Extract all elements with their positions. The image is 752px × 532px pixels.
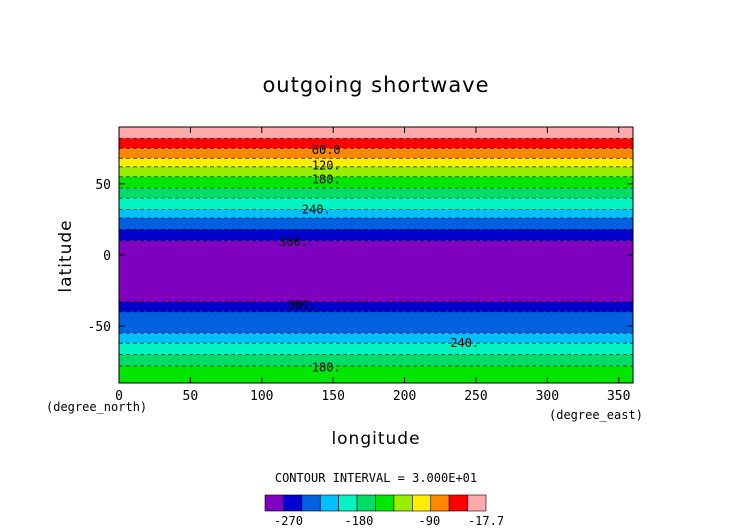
contour-label-4: 300. [279,235,308,249]
contour-label-6: 240. [450,336,479,350]
band-10 [119,229,633,241]
colorbar-swatch-6 [375,494,395,512]
band-6 [119,188,633,199]
y-axis-ticks: -50 0 50 [88,178,633,335]
band-14 [119,333,633,344]
colorbar-label-3: -17.7 [468,514,504,528]
x-tick-label-5: 250 [464,389,487,404]
band-16 [119,354,633,366]
band-11 [119,240,633,302]
colorbar-swatch-10 [448,494,468,512]
band-9 [119,218,633,230]
x-axis-ticks: 0 50 100 150 200 250 300 350 [115,127,630,404]
contour-label-0: 60.0 [312,143,341,157]
y-tick-label-2: 50 [95,178,111,193]
colorbar-swatch-9 [430,494,450,512]
x-axis-label: longitude [331,429,420,449]
colorbar-swatch-7 [393,494,413,512]
contour-label-3: 240. [302,202,331,216]
y-tick-label-0: -50 [88,320,111,335]
x-tick-label-6: 300 [536,389,559,404]
colorbar-swatch-3 [319,494,339,512]
x-unit-label: (degree_east) [549,408,643,422]
colorbar-swatch-1 [283,494,303,512]
contour-lines [119,137,633,367]
colorbar-swatch-0 [264,494,284,512]
chart-title: outgoing shortwave [262,73,489,97]
band-0 [119,127,633,139]
y-tick-label-1: 0 [103,249,111,264]
contour-label-2: 180. [312,173,341,187]
x-tick-label-0: 0 [115,389,123,404]
y-unit-label: (degree_north) [46,400,147,414]
contour-label-5: 300. [287,298,316,312]
band-8 [119,209,633,219]
colorbar-swatch-4 [338,494,358,512]
colorbar-label-0: -270 [274,514,303,528]
x-tick-label-3: 150 [321,389,344,404]
band-13 [119,311,633,334]
band-1 [119,138,633,149]
band-15 [119,343,633,355]
band-5 [119,176,633,189]
contour-label-7: 180. [312,360,341,374]
band-7 [119,198,633,210]
colorbar-swatch-11 [467,494,487,512]
y-axis-label: latitude [56,219,76,292]
x-tick-label-2: 100 [250,389,273,404]
colorbar-swatch-2 [301,494,321,512]
colorbar-swatch-8 [412,494,432,512]
colorbar [264,494,487,512]
color-bands [119,127,633,383]
x-tick-label-1: 50 [183,389,199,404]
x-tick-label-7: 350 [607,389,630,404]
contour-interval-label: CONTOUR INTERVAL = 3.000E+01 [275,471,477,485]
x-tick-label-4: 200 [393,389,416,404]
colorbar-labels: -270 -180 -90 -17.7 [274,514,504,528]
colorbar-swatch-5 [356,494,376,512]
colorbar-label-1: -180 [344,514,373,528]
band-4 [119,166,633,177]
colorbar-label-2: -90 [419,514,441,528]
band-12 [119,301,633,312]
band-17 [119,365,633,383]
band-3 [119,158,633,167]
contour-label-1: 120. [312,158,341,172]
band-2 [119,148,633,159]
